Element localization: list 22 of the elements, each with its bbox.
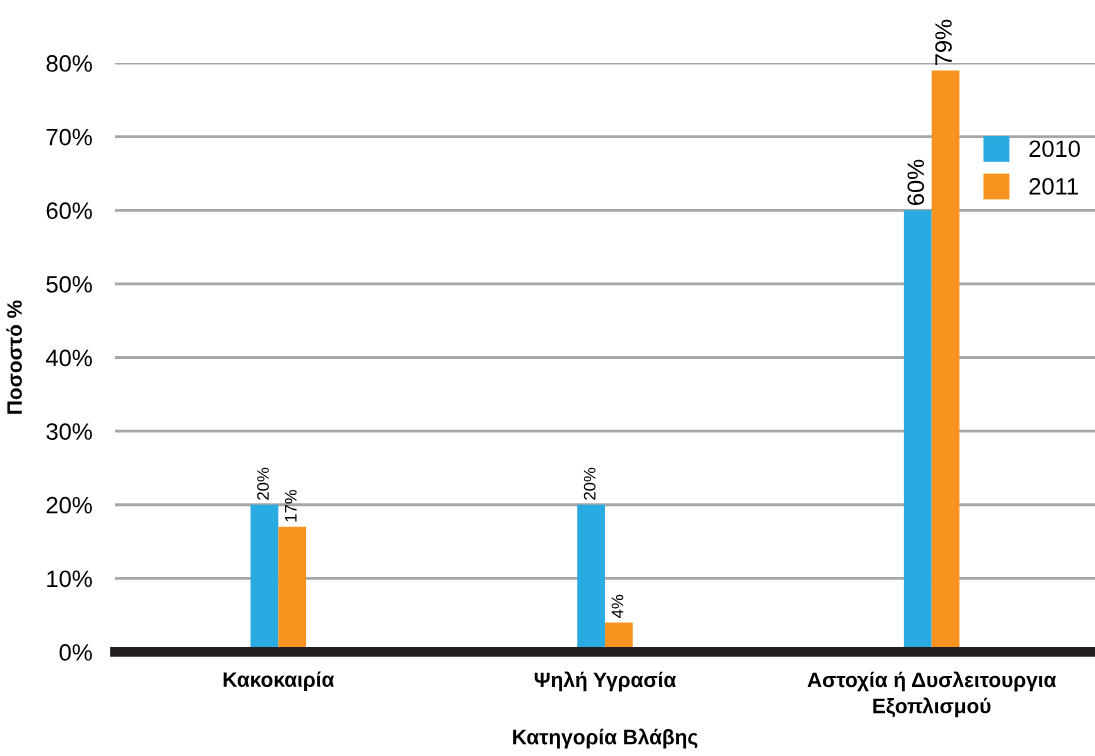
x-tick-label: Ψηλή Υγρασία — [534, 671, 677, 692]
y-tick-label: 50% — [46, 275, 92, 293]
y-tick-label: 30% — [46, 423, 92, 440]
y-tick-label: 40% — [46, 349, 92, 367]
y-axis-title: Ποσοστό % — [6, 300, 22, 414]
y-tick-label: 10% — [47, 570, 92, 588]
data-label: 17% — [284, 489, 297, 522]
data-label: 60% — [907, 159, 925, 205]
y-tick-label: 70% — [46, 128, 92, 146]
y-tick-label: 60% — [46, 202, 92, 220]
data-label: 20% — [257, 467, 269, 500]
data-label: 79% — [935, 19, 952, 66]
x-tick-label: Κακοκαιρία — [223, 671, 335, 692]
x-axis-title: Κατηγορία Βλάβης — [513, 728, 698, 749]
legend-label: 2011 — [1029, 177, 1078, 195]
y-tick-label: 20% — [46, 496, 92, 514]
data-label: 4% — [611, 594, 624, 618]
data-label: 20% — [583, 467, 596, 500]
y-tick-label: 80% — [46, 55, 92, 72]
y-tick-label: 0% — [59, 644, 92, 661]
legend-label: 2010 — [1029, 140, 1080, 158]
x-tick-label: Αστοχία ή Δυσλειτουργια Εξοπλισμού — [807, 671, 1057, 718]
